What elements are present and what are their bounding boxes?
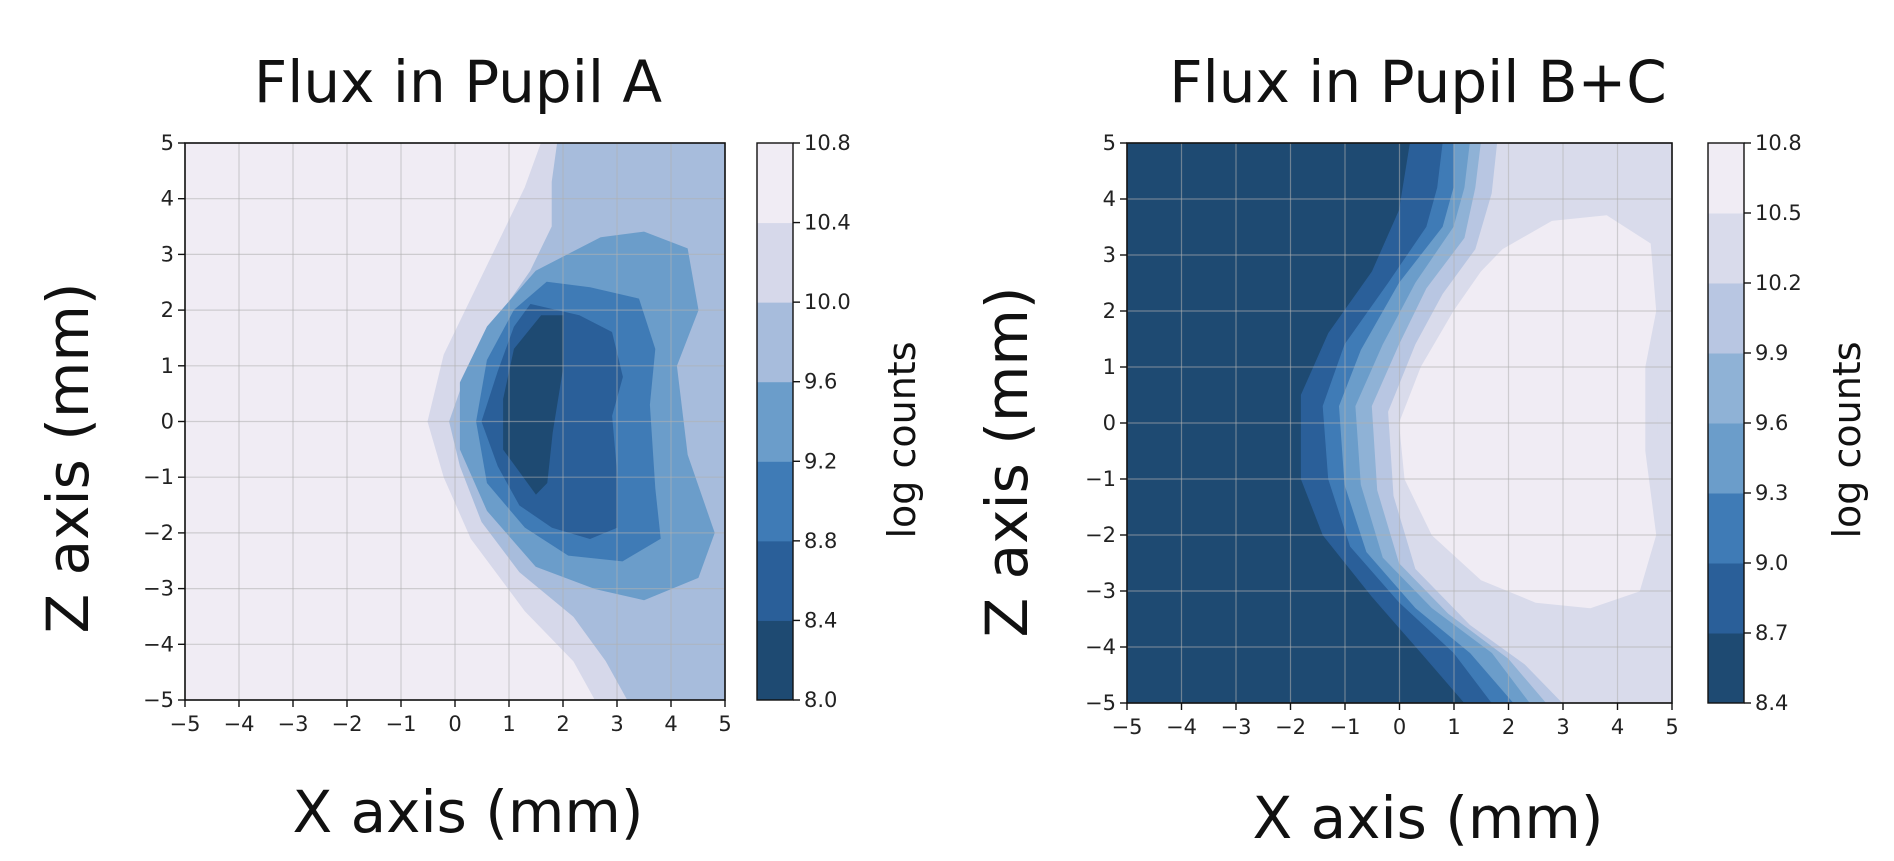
chart-title: Flux in Pupil A bbox=[254, 48, 663, 116]
colorbar-tick-label: 8.0 bbox=[804, 688, 837, 712]
x-axis-label: X axis (mm) bbox=[1252, 784, 1603, 852]
y-tick-label: 3 bbox=[161, 242, 174, 266]
y-tick-label: −3 bbox=[1085, 579, 1116, 603]
y-tick-label: 0 bbox=[161, 410, 174, 434]
x-tick-label: 4 bbox=[1611, 715, 1624, 739]
x-tick-label: −1 bbox=[1330, 715, 1361, 739]
y-tick-label: −5 bbox=[143, 688, 174, 712]
y-tick-label: −4 bbox=[1085, 635, 1116, 659]
colorbar-band bbox=[757, 540, 793, 621]
colorbar-label: log counts bbox=[880, 341, 924, 538]
y-tick-label: 0 bbox=[1103, 411, 1116, 435]
colorbar-band bbox=[757, 381, 793, 462]
y-tick-label: −5 bbox=[1085, 691, 1116, 715]
x-tick-label: −4 bbox=[1166, 715, 1197, 739]
colorbar-band bbox=[1708, 423, 1744, 494]
y-tick-label: −2 bbox=[143, 521, 174, 545]
x-tick-label: −2 bbox=[332, 712, 363, 736]
colorbar-band bbox=[757, 620, 793, 701]
y-tick-label: −1 bbox=[143, 465, 174, 489]
y-tick-label: −3 bbox=[143, 577, 174, 601]
colorbar-tick-label: 10.4 bbox=[804, 211, 851, 235]
y-tick-label: −1 bbox=[1085, 467, 1116, 491]
x-tick-label: −2 bbox=[1275, 715, 1306, 739]
colorbar-tick-label: 8.4 bbox=[1755, 691, 1788, 715]
y-tick-label: 1 bbox=[1103, 355, 1116, 379]
x-tick-label: 5 bbox=[1665, 715, 1678, 739]
colorbar-tick-label: 8.8 bbox=[804, 529, 837, 553]
colorbar-tick-label: 10.5 bbox=[1755, 201, 1802, 225]
x-tick-label: −3 bbox=[278, 712, 309, 736]
y-tick-label: 2 bbox=[1103, 299, 1116, 323]
x-tick-label: 3 bbox=[1556, 715, 1569, 739]
x-tick-label: 1 bbox=[1447, 715, 1460, 739]
x-tick-label: −3 bbox=[1221, 715, 1252, 739]
x-tick-label: −1 bbox=[386, 712, 417, 736]
colorbar-label: log counts bbox=[1825, 341, 1869, 538]
contour-regions bbox=[185, 143, 725, 700]
x-tick-label: 0 bbox=[448, 712, 461, 736]
x-tick-label: 0 bbox=[1393, 715, 1406, 739]
colorbar-frame bbox=[756, 142, 794, 701]
x-tick-label: 3 bbox=[610, 712, 623, 736]
y-tick-label: 4 bbox=[161, 187, 174, 211]
y-tick-label: 4 bbox=[1103, 187, 1116, 211]
colorbar-band bbox=[1708, 633, 1744, 704]
colorbar-tick-label: 10.0 bbox=[804, 290, 851, 314]
colorbar-band bbox=[757, 222, 793, 303]
y-tick-label: 3 bbox=[1103, 243, 1116, 267]
y-tick-label: 2 bbox=[161, 298, 174, 322]
x-tick-label: 4 bbox=[664, 712, 677, 736]
colorbar-tick-label: 9.0 bbox=[1755, 551, 1788, 575]
y-axis-label: Z axis (mm) bbox=[973, 286, 1041, 637]
colorbar-band bbox=[1708, 283, 1744, 354]
colorbar-tick-label: 9.6 bbox=[1755, 411, 1788, 435]
colorbar-tick-label: 9.2 bbox=[804, 449, 837, 473]
x-tick-label: −5 bbox=[1112, 715, 1143, 739]
colorbar-band bbox=[1708, 353, 1744, 424]
x-tick-label: −4 bbox=[224, 712, 255, 736]
contour-region-8 bbox=[1657, 372, 1672, 463]
colorbar-band bbox=[757, 302, 793, 383]
colorbar-band bbox=[757, 143, 793, 224]
y-tick-label: 5 bbox=[161, 131, 174, 155]
x-tick-label: 5 bbox=[718, 712, 731, 736]
x-tick-label: 2 bbox=[556, 712, 569, 736]
colorbar-tick-label: 9.9 bbox=[1755, 341, 1788, 365]
x-tick-label: 1 bbox=[502, 712, 515, 736]
y-axis-label: Z axis (mm) bbox=[34, 282, 102, 633]
pupil-bc-panel: −5 −4 −3 −2 −1 0 1 2 3 4 5 5 4 3 2 1 0 −1 −2 −3 −4 −5 10.8 10.5… bbox=[973, 48, 1869, 852]
colorbar-band bbox=[1708, 143, 1744, 214]
chart-title: Flux in Pupil B+C bbox=[1169, 48, 1666, 116]
colorbar-tick-label: 9.3 bbox=[1755, 481, 1788, 505]
colorbar-band bbox=[757, 461, 793, 542]
colorbar-band bbox=[1708, 493, 1744, 564]
x-tick-label: 2 bbox=[1502, 715, 1515, 739]
colorbar-tick-label: 9.6 bbox=[804, 370, 837, 394]
colorbar-tick-label: 10.2 bbox=[1755, 271, 1802, 295]
y-tick-label: −4 bbox=[143, 632, 174, 656]
x-tick-label: −5 bbox=[170, 712, 201, 736]
y-tick-label: 5 bbox=[1103, 131, 1116, 155]
colorbar-band bbox=[1708, 563, 1744, 634]
colorbar-tick-label: 10.8 bbox=[804, 131, 851, 155]
pupil-a-panel: −5 −4 −3 −2 −1 0 1 2 3 4 5 5 4 3 2 1 0 −1 −2 −3 −4 −5 10.8 10.4… bbox=[34, 48, 924, 846]
x-axis-label: X axis (mm) bbox=[292, 778, 643, 846]
colorbar-tick-label: 10.8 bbox=[1755, 131, 1802, 155]
colorbar-tick-label: 8.4 bbox=[804, 608, 837, 632]
y-tick-label: −2 bbox=[1085, 523, 1116, 547]
colorbar-band bbox=[1708, 213, 1744, 284]
y-tick-label: 1 bbox=[161, 354, 174, 378]
colorbar-tick-label: 8.7 bbox=[1755, 621, 1788, 645]
